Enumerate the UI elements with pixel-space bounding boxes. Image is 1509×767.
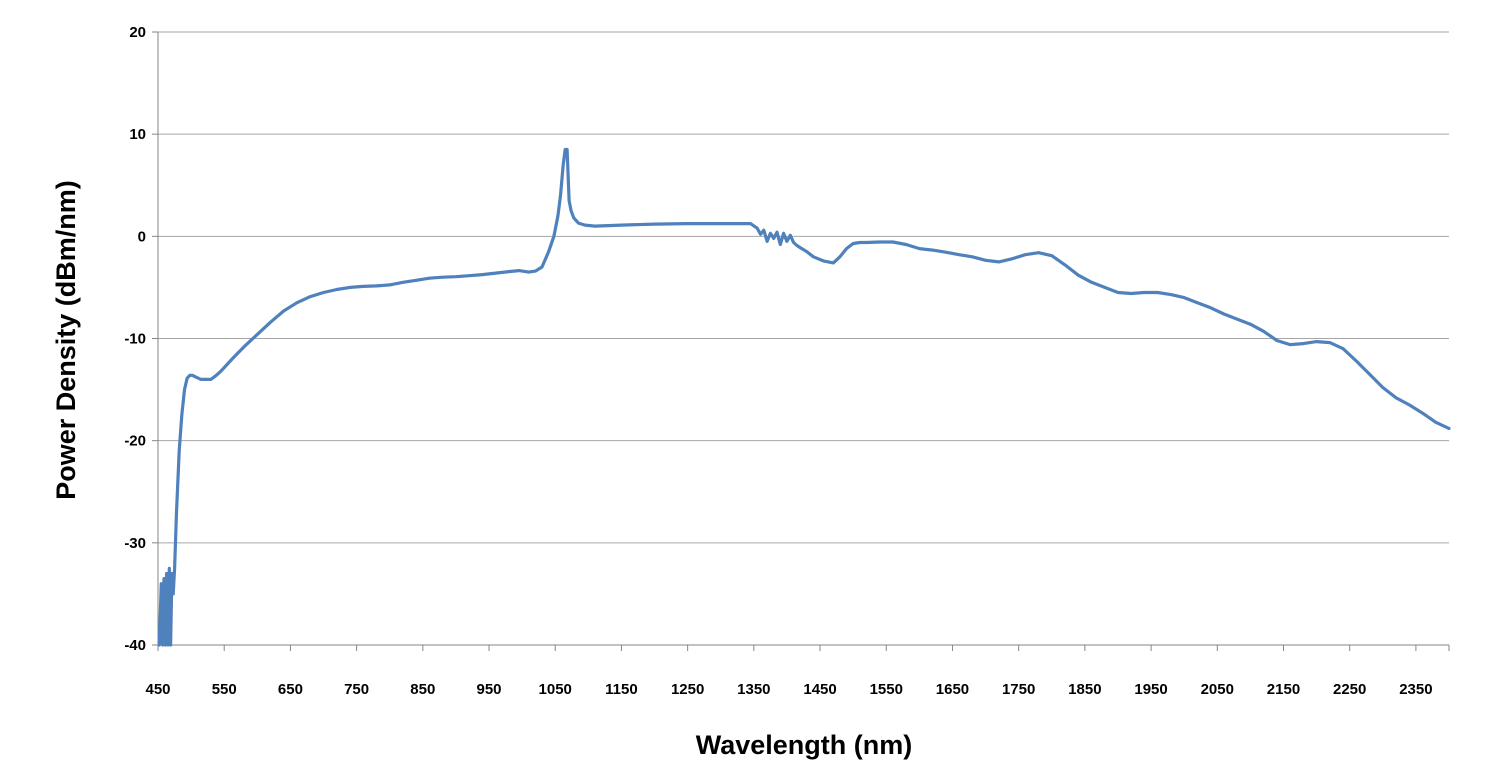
x-tick-label: 2350	[1399, 681, 1432, 698]
x-tick-label: 650	[278, 681, 303, 698]
x-tick-label: 1550	[870, 681, 903, 698]
x-tick-label: 1350	[737, 681, 770, 698]
y-tick-label: -30	[124, 535, 146, 552]
x-tick-label: 1950	[1134, 681, 1167, 698]
y-tick-label: 10	[129, 126, 146, 143]
y-tick-labels: -40 -30 -20 -10 0 10 20	[124, 24, 146, 654]
series-line	[157, 147, 1451, 647]
gridlines	[158, 31, 1449, 544]
x-tick-label: 1650	[936, 681, 969, 698]
x-tick-label: 950	[477, 681, 502, 698]
x-tick-label: 850	[410, 681, 435, 698]
x-tick-label: 1850	[1068, 681, 1101, 698]
axes	[152, 31, 1450, 651]
x-axis-title: Wavelength (nm)	[696, 730, 913, 760]
x-tick-label: 2150	[1267, 681, 1300, 698]
x-tick-label: 550	[212, 681, 237, 698]
y-tick-label: -20	[124, 433, 146, 450]
x-tick-label: 1450	[803, 681, 836, 698]
x-tick-label: 450	[145, 681, 170, 698]
x-tick-label: 1150	[605, 681, 638, 698]
x-tick-label: 2250	[1333, 681, 1366, 698]
x-tick-label: 1750	[1002, 681, 1035, 698]
y-tick-label: 0	[138, 228, 146, 245]
y-tick-label: -40	[124, 637, 146, 654]
x-tick-label: 2050	[1201, 681, 1234, 698]
x-tick-label: 1250	[671, 681, 704, 698]
y-axis-title: Power Density (dBm/nm)	[51, 180, 81, 500]
x-tick-label: 750	[344, 681, 369, 698]
x-tick-labels: 450 550 650 750 850 950 1050 1150 1250 1350 1450 15…	[145, 681, 1432, 698]
y-tick-label: -10	[124, 331, 146, 348]
y-tick-label: 20	[129, 24, 146, 41]
x-tick-label: 1050	[539, 681, 572, 698]
series-layer	[157, 147, 1451, 647]
